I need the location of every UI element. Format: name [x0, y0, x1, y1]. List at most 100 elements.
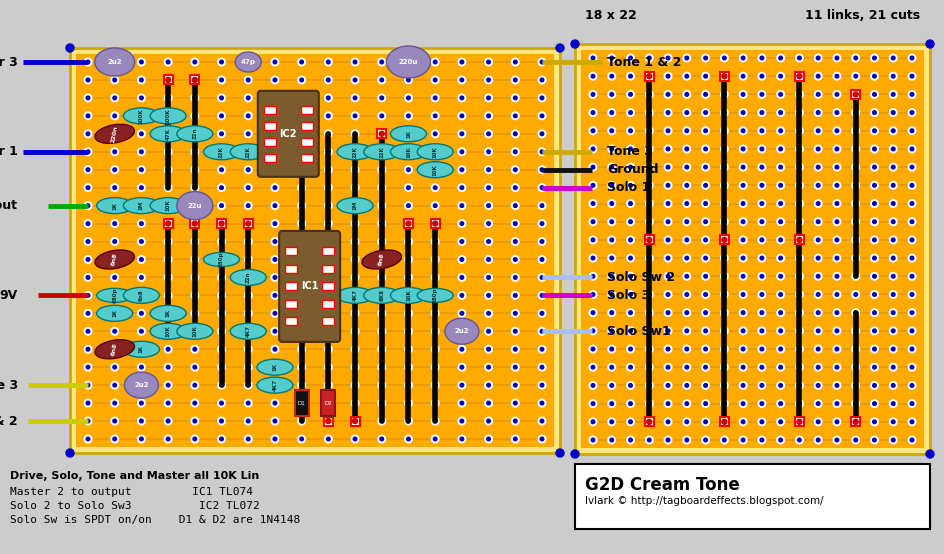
Circle shape: [629, 202, 632, 206]
Ellipse shape: [417, 289, 453, 302]
Ellipse shape: [445, 319, 479, 344]
Circle shape: [908, 363, 916, 371]
Circle shape: [271, 256, 278, 263]
Circle shape: [854, 311, 857, 315]
Circle shape: [485, 148, 493, 156]
Circle shape: [140, 383, 143, 387]
Circle shape: [777, 363, 784, 371]
Circle shape: [138, 202, 145, 209]
Circle shape: [910, 347, 914, 351]
Circle shape: [815, 109, 822, 116]
Circle shape: [685, 202, 688, 206]
Circle shape: [685, 165, 688, 169]
Circle shape: [86, 294, 90, 297]
Circle shape: [138, 346, 145, 353]
Circle shape: [218, 435, 226, 443]
Circle shape: [798, 293, 801, 296]
Circle shape: [431, 381, 439, 389]
Circle shape: [648, 74, 651, 78]
Circle shape: [298, 399, 306, 407]
Circle shape: [166, 96, 170, 100]
Circle shape: [835, 402, 838, 406]
Text: Tone 1 & 2: Tone 1 & 2: [607, 55, 682, 69]
Circle shape: [608, 200, 615, 207]
Circle shape: [191, 310, 198, 317]
Circle shape: [164, 220, 172, 227]
Circle shape: [164, 148, 172, 156]
Text: IC1: IC1: [301, 281, 318, 291]
Text: 9V: 9V: [0, 289, 18, 302]
Circle shape: [271, 220, 278, 227]
Circle shape: [458, 202, 465, 209]
Circle shape: [138, 58, 145, 66]
Circle shape: [666, 74, 670, 78]
Circle shape: [271, 274, 278, 281]
Circle shape: [760, 347, 764, 351]
Circle shape: [218, 327, 226, 335]
Circle shape: [164, 327, 172, 335]
Circle shape: [326, 419, 330, 424]
Circle shape: [514, 114, 517, 117]
Circle shape: [110, 184, 119, 192]
Circle shape: [835, 311, 838, 315]
Circle shape: [514, 222, 517, 225]
Circle shape: [166, 240, 170, 243]
Circle shape: [648, 220, 651, 223]
Circle shape: [458, 399, 465, 407]
Circle shape: [685, 293, 688, 296]
Circle shape: [380, 204, 383, 207]
Text: Input: Input: [0, 199, 18, 212]
Circle shape: [872, 202, 876, 206]
Circle shape: [854, 183, 857, 187]
Circle shape: [777, 163, 784, 171]
Circle shape: [758, 218, 766, 225]
Circle shape: [84, 256, 92, 263]
Circle shape: [84, 76, 92, 84]
Circle shape: [796, 327, 803, 335]
Circle shape: [431, 346, 439, 353]
Circle shape: [378, 202, 385, 209]
Circle shape: [891, 74, 895, 78]
Circle shape: [854, 257, 857, 260]
Circle shape: [889, 400, 897, 407]
Circle shape: [683, 436, 691, 444]
Circle shape: [246, 186, 250, 189]
Circle shape: [271, 202, 278, 209]
Circle shape: [512, 363, 519, 371]
Circle shape: [817, 383, 820, 387]
Circle shape: [608, 218, 615, 225]
Circle shape: [244, 58, 252, 66]
Circle shape: [433, 311, 437, 315]
Circle shape: [433, 347, 437, 351]
Circle shape: [512, 346, 519, 353]
Circle shape: [683, 127, 691, 135]
Circle shape: [798, 220, 801, 223]
Circle shape: [854, 383, 857, 387]
Circle shape: [140, 258, 143, 261]
Circle shape: [487, 168, 490, 172]
Text: Master 1: Master 1: [0, 145, 18, 158]
Circle shape: [538, 363, 546, 371]
Circle shape: [908, 163, 916, 171]
Circle shape: [591, 93, 595, 96]
Circle shape: [113, 383, 116, 387]
Circle shape: [891, 366, 895, 369]
Circle shape: [380, 311, 383, 315]
Circle shape: [378, 238, 385, 245]
Circle shape: [834, 200, 841, 207]
Circle shape: [798, 329, 801, 332]
Circle shape: [218, 76, 226, 84]
Text: G2D Cream Tone: G2D Cream Tone: [585, 476, 740, 494]
Circle shape: [760, 111, 764, 114]
Circle shape: [84, 94, 92, 102]
Circle shape: [273, 60, 277, 64]
Circle shape: [380, 419, 383, 423]
Circle shape: [739, 273, 747, 280]
Circle shape: [514, 366, 517, 369]
Circle shape: [720, 109, 728, 116]
Circle shape: [538, 166, 546, 173]
Circle shape: [646, 273, 653, 280]
Circle shape: [514, 311, 517, 315]
Circle shape: [113, 347, 116, 351]
Circle shape: [701, 291, 709, 298]
